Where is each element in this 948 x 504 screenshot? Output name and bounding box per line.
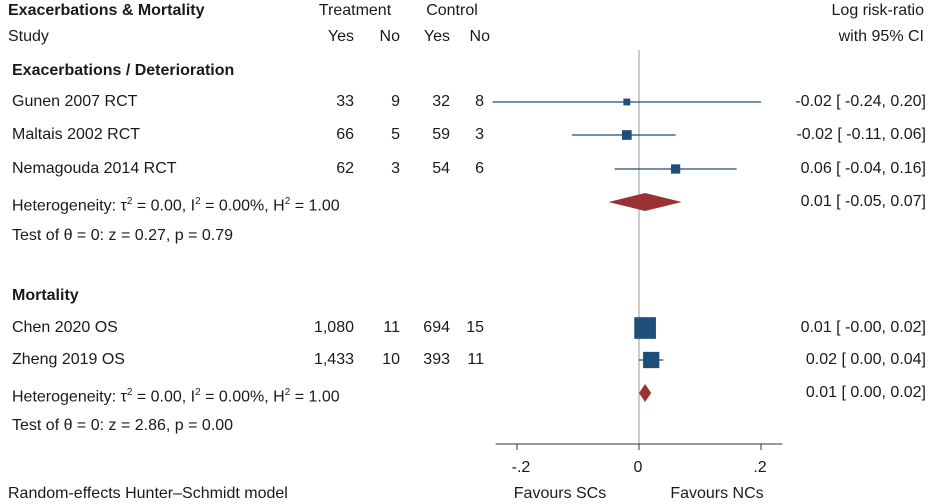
treatment-yes-count: 66	[336, 126, 354, 143]
chart-title: Exacerbations & Mortality	[8, 2, 205, 19]
control-yes-header: Yes	[423, 28, 450, 45]
study-point-estimate	[670, 164, 681, 174]
study-point-estimate	[623, 98, 631, 106]
pooled-effect-ci: 0.01 [ 0.00, 0.02]	[805, 384, 926, 401]
study-effect-ci: -0.02 [ -0.24, 0.20]	[795, 93, 926, 110]
treatment-no-count: 3	[391, 160, 400, 177]
control-no-count: 8	[475, 93, 484, 110]
treatment-no-header: No	[379, 28, 400, 45]
study-effect-ci: 0.06 [ -0.04, 0.16]	[800, 160, 926, 177]
study-column-header: Study	[8, 28, 49, 45]
study-name: Zheng 2019 OS	[12, 351, 125, 368]
control-yes-count: 32	[432, 93, 450, 110]
pooled-estimate-diamond	[608, 193, 682, 211]
study-name: Chen 2020 OS	[12, 319, 118, 336]
group-heading-exacerbations: Exacerbations / Deterioration	[12, 62, 235, 79]
effect-header-line1: Log risk-ratio	[831, 2, 924, 19]
heterogeneity-stats: Heterogeneity: τ2 = 0.00, I2 = 0.00%, H2…	[12, 196, 340, 215]
treatment-no-count: 10	[382, 351, 400, 368]
model-footnote: Random-effects Hunter–Schmidt model	[8, 485, 288, 502]
control-yes-count: 393	[423, 351, 450, 368]
treatment-yes-count: 1,433	[313, 351, 354, 368]
x-tick-label: -.2	[511, 459, 531, 476]
study-point-estimate	[643, 351, 660, 369]
control-yes-count: 59	[432, 126, 450, 143]
control-header: Control	[426, 2, 478, 19]
control-no-count: 3	[475, 126, 484, 143]
treatment-no-count: 9	[391, 93, 400, 110]
favours-left-label: Favours SCs	[513, 485, 607, 502]
control-no-count: 6	[475, 160, 484, 177]
study-name: Nemagouda 2014 RCT	[12, 160, 177, 177]
treatment-yes-count: 33	[336, 93, 354, 110]
study-name: Maltais 2002 RCT	[12, 126, 141, 143]
group-heading-mortality: Mortality	[12, 287, 79, 304]
control-no-count: 15	[466, 319, 484, 336]
treatment-header: Treatment	[318, 2, 392, 19]
test-of-theta: Test of θ = 0: z = 0.27, p = 0.79	[12, 227, 234, 244]
pooled-effect-ci: 0.01 [ -0.05, 0.07]	[800, 193, 926, 210]
test-of-theta: Test of θ = 0: z = 2.86, p = 0.00	[12, 417, 234, 434]
x-tick-label: 0	[633, 459, 643, 476]
heterogeneity-stats: Heterogeneity: τ2 = 0.00, I2 = 0.00%, H2…	[12, 387, 340, 406]
effect-header-line2: with 95% CI	[838, 28, 924, 45]
study-effect-ci: -0.02 [ -0.11, 0.06]	[796, 126, 926, 143]
study-effect-ci: 0.02 [ 0.00, 0.04]	[805, 351, 926, 368]
control-yes-count: 694	[423, 319, 450, 336]
study-point-estimate	[621, 130, 632, 140]
treatment-yes-count: 62	[336, 160, 354, 177]
control-yes-count: 54	[432, 160, 450, 177]
x-tick-label: .2	[753, 459, 767, 476]
study-point-estimate	[634, 317, 656, 339]
treatment-no-count: 11	[383, 319, 400, 336]
treatment-no-count: 5	[391, 126, 400, 143]
study-effect-ci: 0.01 [ -0.00, 0.02]	[800, 319, 926, 336]
favours-right-label: Favours NCs	[670, 485, 764, 502]
treatment-yes-count: 1,080	[313, 319, 354, 336]
pooled-estimate-diamond	[639, 384, 652, 402]
control-no-count: 11	[467, 351, 484, 368]
study-name: Gunen 2007 RCT	[12, 93, 138, 110]
control-no-header: No	[469, 28, 490, 45]
treatment-yes-header: Yes	[327, 28, 354, 45]
